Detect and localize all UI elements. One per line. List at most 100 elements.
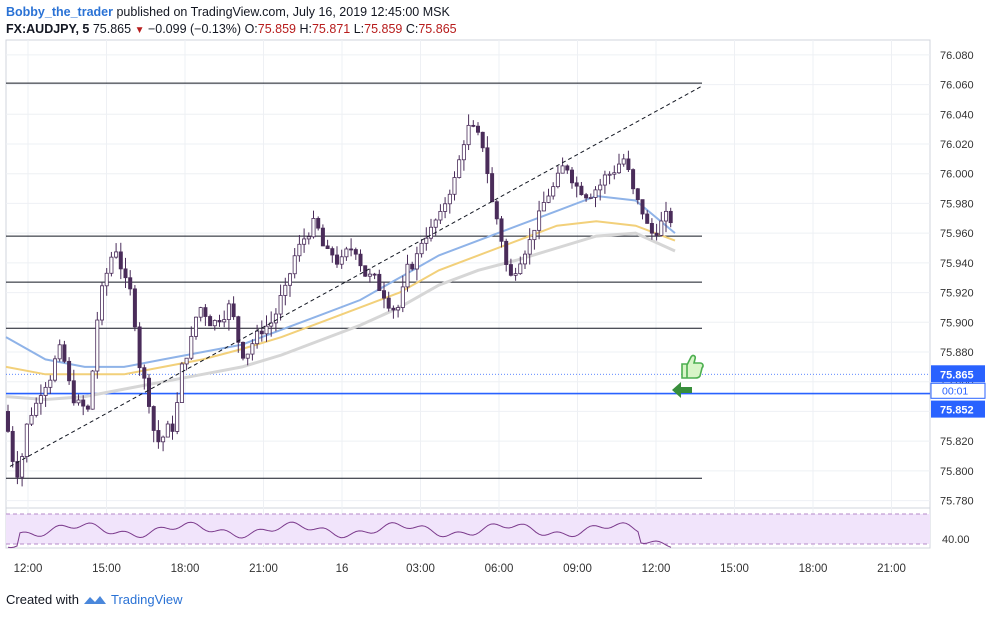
candle-body bbox=[584, 194, 589, 199]
candle-body bbox=[490, 173, 495, 203]
time-tick-label: 09:00 bbox=[563, 563, 592, 575]
candle-body bbox=[287, 273, 292, 286]
candle-body bbox=[372, 273, 377, 276]
candle-body bbox=[617, 163, 622, 174]
author-name[interactable]: Bobby_the_trader bbox=[6, 5, 113, 19]
candle-body bbox=[546, 195, 551, 203]
candle-body bbox=[306, 236, 311, 240]
tradingview-brand[interactable]: TradingView bbox=[110, 592, 183, 607]
candle-body bbox=[334, 254, 339, 265]
candle-body bbox=[62, 344, 67, 362]
candle-body bbox=[428, 226, 433, 239]
moving-averages bbox=[5, 194, 676, 402]
open-label: O: bbox=[244, 22, 258, 36]
candle-body bbox=[621, 158, 626, 165]
candle-body bbox=[363, 265, 368, 277]
support-price-badge bbox=[931, 400, 985, 418]
down-arrow-icon: ▼ bbox=[134, 25, 145, 36]
candle-body bbox=[20, 456, 25, 478]
price-tick-label: 75.800 bbox=[940, 466, 974, 478]
candle-body bbox=[414, 253, 419, 270]
low-label: L: bbox=[353, 22, 365, 36]
candle-body bbox=[330, 248, 335, 256]
candle-body bbox=[471, 124, 476, 127]
candle-body bbox=[527, 239, 532, 255]
price-change: −0.099 (−0.13%) bbox=[147, 22, 242, 36]
price-tick-label: 76.080 bbox=[940, 50, 974, 62]
price-tick-label: 75.820 bbox=[940, 436, 974, 448]
candle-body bbox=[443, 203, 448, 212]
candle-body bbox=[518, 263, 523, 275]
rsi-line bbox=[7, 521, 672, 549]
candle-body bbox=[95, 319, 100, 372]
candle-body bbox=[659, 220, 664, 236]
candle-body bbox=[452, 177, 457, 195]
time-tick-label: 18:00 bbox=[171, 563, 200, 575]
time-axis[interactable]: 12:00 15:00 18:00 21:00 16 03:00 06:00 09:00 12:… bbox=[14, 563, 906, 575]
candle-body bbox=[480, 131, 485, 149]
candle-body bbox=[654, 232, 659, 236]
candle-body bbox=[217, 320, 222, 323]
candle-body bbox=[381, 290, 386, 299]
candle-body bbox=[485, 147, 490, 174]
candle-body bbox=[114, 251, 119, 258]
candle-body bbox=[151, 406, 156, 431]
countdown-badge bbox=[930, 382, 986, 399]
close-label: C: bbox=[405, 22, 419, 36]
candle-body bbox=[353, 249, 358, 255]
candle-body bbox=[240, 341, 245, 359]
high-value: 75.871 bbox=[311, 22, 351, 36]
candle-body bbox=[574, 182, 579, 187]
candle-body bbox=[320, 227, 325, 247]
candle-body bbox=[377, 273, 382, 292]
close-value: 75.865 bbox=[418, 22, 457, 36]
candle-body bbox=[222, 319, 227, 323]
candle-body bbox=[118, 251, 123, 270]
candle-body bbox=[419, 242, 424, 255]
candle-body bbox=[649, 223, 654, 234]
candle-body bbox=[367, 273, 372, 277]
candle-body bbox=[466, 124, 471, 146]
candle-body bbox=[325, 245, 330, 250]
candle-body bbox=[24, 423, 29, 457]
price-tick-label: 75.900 bbox=[940, 317, 974, 329]
price-tick-label: 75.980 bbox=[940, 198, 974, 210]
candle-body bbox=[504, 240, 509, 265]
last-price-badge-text: 75.865 bbox=[940, 369, 974, 381]
time-tick-label: 12:00 bbox=[642, 563, 671, 575]
price-tick-label: 76.040 bbox=[940, 109, 974, 121]
time-tick-label: 06:00 bbox=[485, 563, 514, 575]
trend-line[interactable] bbox=[9, 85, 703, 467]
markers bbox=[672, 354, 704, 398]
candle-body bbox=[193, 316, 198, 337]
candle-body bbox=[537, 210, 542, 231]
candle-body bbox=[71, 380, 76, 404]
last-price: 75.865 bbox=[92, 22, 132, 36]
candle-body bbox=[541, 202, 546, 212]
candle-body bbox=[631, 169, 636, 190]
candle-body bbox=[405, 263, 410, 288]
time-tick-label: 12:00 bbox=[14, 563, 43, 575]
candle-body bbox=[189, 335, 194, 359]
candle-body bbox=[198, 307, 203, 318]
candle-body bbox=[57, 344, 62, 360]
price-axis[interactable]: 76.080 76.060 76.040 76.020 76.000 75.980 75.9… bbox=[930, 50, 986, 508]
candle-body bbox=[156, 430, 161, 443]
candle-body bbox=[76, 399, 81, 404]
candle-body bbox=[43, 386, 48, 396]
candle-body bbox=[447, 193, 452, 205]
ma-line-blue bbox=[5, 194, 676, 368]
left-arrow-icon bbox=[672, 382, 692, 398]
candle-body bbox=[640, 199, 645, 215]
candle-body bbox=[245, 353, 250, 359]
candle-body bbox=[29, 414, 34, 425]
chart-area[interactable]: 40.00 76.080 76.060 76.040 76.020 76.000 75.9… bbox=[0, 0, 988, 588]
candle-body bbox=[128, 277, 133, 290]
candle-body bbox=[250, 343, 255, 355]
candle-body bbox=[212, 320, 217, 327]
candle-body bbox=[635, 188, 640, 201]
countdown-text: 00:01 bbox=[942, 385, 968, 397]
candle-body bbox=[34, 402, 39, 416]
symbol-label[interactable]: FX:AUDJPY, 5 bbox=[6, 22, 90, 36]
candle-body bbox=[259, 330, 264, 335]
